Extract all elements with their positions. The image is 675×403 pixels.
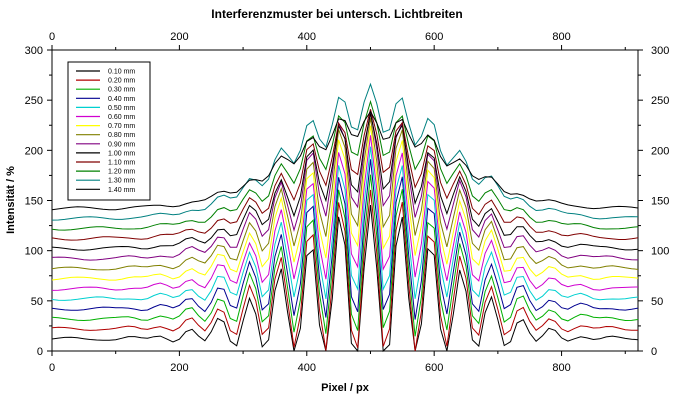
y-tick-label-left: 50 (31, 296, 43, 308)
series-line (51, 117, 639, 271)
y-tick-label-left: 100 (25, 246, 43, 258)
y-tick-label-right: 100 (651, 246, 669, 258)
series-line (51, 174, 639, 337)
y-tick-label-left: 250 (25, 95, 43, 107)
x-tick-label-top: 200 (170, 31, 188, 43)
legend-label: 0.80 mm (108, 132, 135, 139)
legend-label: 1.40 mm (108, 187, 135, 194)
y-tick-label-left: 150 (25, 196, 43, 208)
series-line (51, 159, 639, 320)
x-tick-label-bottom: 400 (298, 362, 316, 374)
series-line (51, 189, 639, 352)
series-line (51, 109, 639, 241)
x-tick-label-top: 800 (552, 31, 570, 43)
series-line (51, 125, 639, 281)
legend-label: 0.50 mm (108, 105, 135, 112)
legend-label: 0.90 mm (108, 141, 135, 148)
legend: 0.10 mm 0.20 mm 0.30 mm 0.40 mm 0.50 mm 0.60 … (67, 61, 151, 201)
y-tick-label-right: 250 (651, 95, 669, 107)
legend-label: 1.30 mm (108, 178, 135, 185)
series-line (51, 110, 639, 211)
legend-label: 0.60 mm (108, 114, 135, 121)
y-tick-label-left: 300 (25, 45, 43, 57)
y-tick-label-right: 150 (651, 196, 669, 208)
series-line (51, 146, 639, 301)
y-tick-label-right: 200 (651, 145, 669, 157)
legend-label: 1.20 mm (108, 169, 135, 176)
series-line (51, 99, 639, 231)
series-line (51, 135, 639, 291)
legend-items: 0.10 mm 0.20 mm 0.30 mm 0.40 mm 0.50 mm 0.60 … (76, 69, 135, 194)
series-line (51, 82, 639, 221)
x-tick-label-top: 0 (49, 31, 55, 43)
series-line (51, 204, 639, 353)
y-tick-label-right: 50 (651, 296, 663, 308)
chart-title: Interferenzmuster bei untersch. Lichtbre… (211, 7, 462, 21)
y-tick-label-right: 300 (651, 45, 669, 57)
y-tick-label-right: 0 (651, 346, 657, 358)
y-tick-label-left: 0 (37, 346, 43, 358)
legend-label: 1.10 mm (108, 160, 135, 167)
legend-label: 0.20 mm (108, 78, 135, 85)
series-layer (51, 82, 639, 353)
x-tick-label-bottom: 0 (49, 362, 55, 374)
legend-label: 0.70 mm (108, 123, 135, 130)
x-tick-label-bottom: 200 (170, 362, 188, 374)
x-axis-label: Pixel / px (321, 382, 370, 394)
series-line (51, 113, 639, 251)
legend-label: 1.00 mm (108, 150, 135, 157)
legend-box (67, 61, 151, 201)
y-tick-label-left: 200 (25, 145, 43, 157)
x-tick-label-bottom: 800 (552, 362, 570, 374)
legend-label: 0.10 mm (108, 69, 135, 76)
x-tick-label-top: 600 (425, 31, 443, 43)
x-tick-label-bottom: 600 (425, 362, 443, 374)
x-tick-label-top: 400 (298, 31, 316, 43)
y-axis-label: Intensität / % (5, 166, 17, 234)
legend-label: 0.30 mm (108, 87, 135, 94)
legend-label: 0.40 mm (108, 96, 135, 103)
